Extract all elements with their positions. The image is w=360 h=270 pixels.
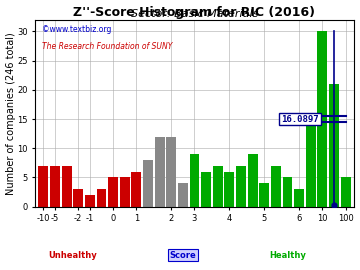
Bar — [329, 84, 339, 207]
Bar — [236, 166, 246, 207]
Bar — [108, 177, 118, 207]
Bar — [213, 166, 222, 207]
Bar — [120, 177, 130, 207]
Bar — [294, 189, 304, 207]
Bar — [318, 31, 327, 207]
Text: Unhealthy: Unhealthy — [48, 251, 97, 259]
Bar — [224, 172, 234, 207]
Text: Sector: Basic Materials: Sector: Basic Materials — [131, 9, 258, 19]
Text: The Research Foundation of SUNY: The Research Foundation of SUNY — [41, 42, 172, 51]
Bar — [39, 166, 48, 207]
Bar — [341, 177, 351, 207]
Bar — [96, 189, 107, 207]
Bar — [201, 172, 211, 207]
Bar — [306, 113, 316, 207]
Bar — [259, 183, 269, 207]
Bar — [62, 166, 72, 207]
Text: 16.0897: 16.0897 — [281, 114, 319, 124]
Bar — [131, 172, 141, 207]
Bar — [73, 189, 83, 207]
Bar — [85, 195, 95, 207]
Text: ©www.textbiz.org: ©www.textbiz.org — [41, 25, 111, 34]
Bar — [155, 137, 165, 207]
Bar — [143, 160, 153, 207]
Bar — [178, 183, 188, 207]
Bar — [166, 137, 176, 207]
Bar — [189, 154, 199, 207]
Text: Score: Score — [170, 251, 196, 259]
Y-axis label: Number of companies (246 total): Number of companies (246 total) — [5, 32, 15, 195]
Bar — [50, 166, 60, 207]
Bar — [248, 154, 257, 207]
Text: Healthy: Healthy — [269, 251, 306, 259]
Title: Z''-Score Histogram for RIC (2016): Z''-Score Histogram for RIC (2016) — [73, 6, 315, 19]
Bar — [283, 177, 292, 207]
Bar — [271, 166, 281, 207]
